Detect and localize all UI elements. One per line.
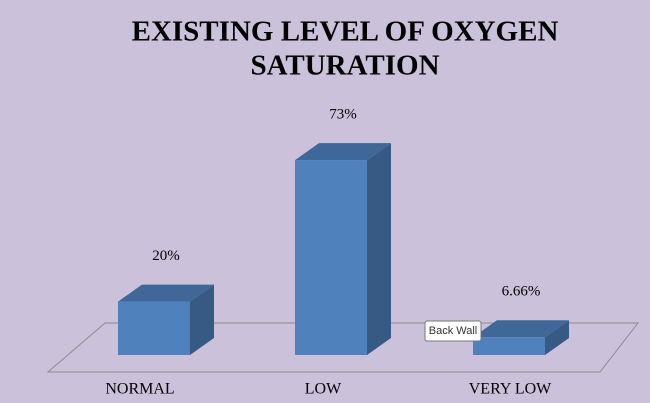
- tooltip-box: [424, 320, 482, 342]
- bar-side: [367, 143, 391, 355]
- x-tick-label: LOW: [305, 381, 342, 398]
- bar: [118, 284, 214, 355]
- bar-front: [295, 160, 367, 355]
- bar-side: [190, 284, 214, 355]
- bar-top: [118, 284, 214, 302]
- bar-top: [473, 320, 569, 338]
- tooltip: Back Wall: [429, 325, 478, 337]
- data-label: 73%: [329, 107, 357, 123]
- data-label: 20%: [152, 248, 180, 264]
- floor: [46, 322, 640, 373]
- chart-title: SATURATION: [250, 50, 439, 82]
- bar-side: [545, 320, 569, 355]
- x-tick-label: NORMAL: [105, 381, 174, 398]
- x-tick-label: VERY LOW: [469, 381, 552, 398]
- bar-front: [118, 301, 190, 355]
- bar: [473, 320, 569, 355]
- data-label: 6.66%: [502, 284, 541, 300]
- bar-front: [473, 337, 545, 355]
- chart-title: EXISTING LEVEL OF OXYGEN: [132, 16, 559, 48]
- bar-top: [295, 143, 391, 161]
- bar: [295, 143, 391, 355]
